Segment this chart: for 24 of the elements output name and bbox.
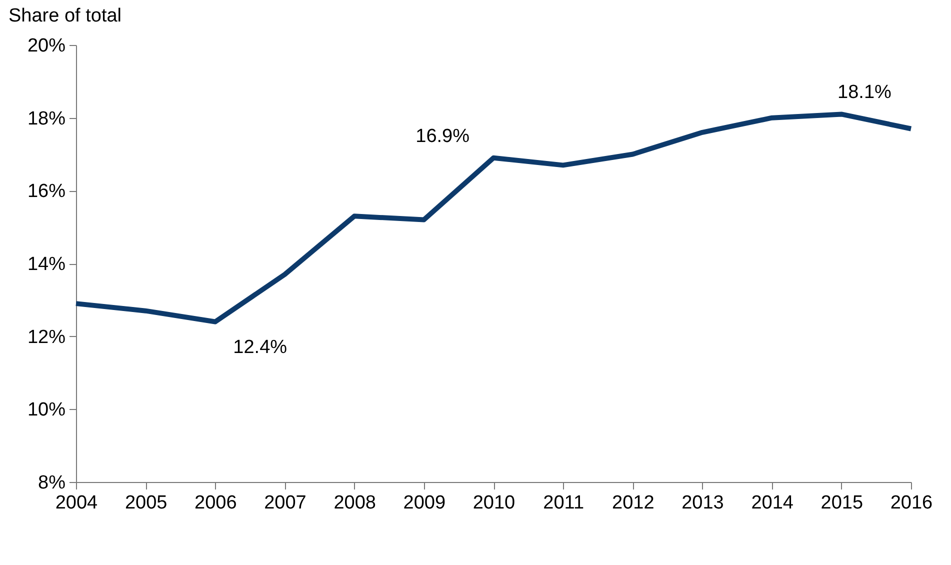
annotation: 16.9%	[416, 126, 470, 147]
x-tick-label: 2006	[194, 492, 237, 514]
x-tick-label: 2005	[124, 492, 168, 514]
annotation: 12.4%	[233, 336, 288, 358]
x-tick-label: 2014	[751, 492, 794, 514]
x-tick-label: 2012	[612, 492, 654, 514]
x-tick-label: 2010	[472, 492, 516, 514]
y-tick-label: 20%	[27, 36, 66, 56]
x-tick-label: 2015	[820, 492, 864, 514]
x-tick-label: 2007	[264, 492, 306, 514]
y-tick-label: 18%	[27, 108, 66, 130]
x-tick-label: 2013	[682, 492, 724, 514]
y-tick-label: 10%	[27, 400, 66, 421]
x-tick-label: 2009	[403, 492, 446, 514]
x-tick-label: 2016	[890, 492, 933, 514]
x-tick-label: 2008	[334, 492, 376, 514]
x-tick-label: 2004	[55, 492, 98, 514]
annotation: 18.1%	[838, 82, 892, 104]
y-axis-title: Share of total	[8, 6, 122, 26]
y-tick-label: 12%	[27, 326, 66, 348]
y-tick-label: 16%	[27, 181, 66, 202]
y-tick-label: 14%	[27, 254, 66, 275]
x-tick-label: 2011	[543, 492, 584, 514]
y-tick-label: 8%	[38, 472, 66, 494]
